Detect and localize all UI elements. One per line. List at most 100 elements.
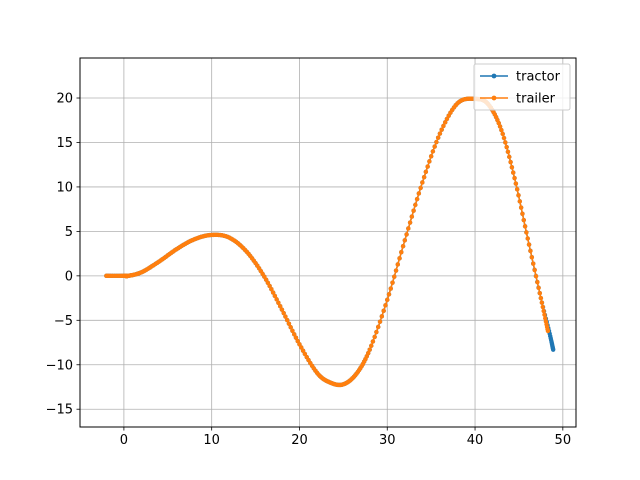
y-tick-label: −10 <box>46 358 73 373</box>
trailer-point <box>411 208 416 213</box>
trailer-point <box>540 304 545 310</box>
trailer-point <box>274 297 279 302</box>
grid <box>80 58 576 427</box>
legend-swatch-marker <box>491 95 497 101</box>
trailer-point <box>366 350 371 356</box>
trailer-point <box>532 267 537 273</box>
trailer-point <box>388 286 393 291</box>
trailer-point <box>501 135 507 141</box>
trailer-point <box>409 214 415 219</box>
trailer-point <box>499 127 504 133</box>
trailer-point <box>402 238 408 243</box>
trailer-point <box>290 328 295 333</box>
trailer-point <box>516 193 521 198</box>
trailer-point <box>397 256 402 261</box>
trailer-point <box>432 144 437 149</box>
trailer-point <box>520 211 525 216</box>
trailer-point <box>505 149 511 155</box>
trailer-point <box>286 321 292 326</box>
x-tick-label: 50 <box>555 433 572 448</box>
y-tick-label: 15 <box>56 136 73 151</box>
trailer-point <box>512 175 517 181</box>
trailer-point <box>531 261 536 266</box>
y-tick-label: −5 <box>54 314 73 329</box>
trailer-point <box>300 348 306 353</box>
trailer-point <box>395 262 400 267</box>
trailer-point <box>392 274 397 279</box>
trailer-point <box>517 199 523 204</box>
trailer-point <box>299 345 304 350</box>
legend-swatch-marker <box>491 73 497 79</box>
plot-frame <box>79 57 577 428</box>
trailer-point <box>399 250 404 255</box>
trailer-point <box>518 205 524 210</box>
trailer-point <box>437 131 443 136</box>
legend-entry-trailer: trailer <box>480 92 556 107</box>
y-tick-label: −15 <box>46 403 73 418</box>
trailer-point <box>377 319 383 324</box>
trailer-point <box>525 236 530 241</box>
trailer-point <box>279 307 285 312</box>
y-tick-label: 5 <box>65 225 73 240</box>
trailer-point <box>369 343 374 348</box>
trailer-point <box>425 164 430 169</box>
trailer-point <box>381 308 386 314</box>
y-tick-label: 20 <box>56 92 73 107</box>
trailer-point <box>539 300 545 305</box>
trailer-point <box>400 244 406 249</box>
trailer-point <box>277 304 283 309</box>
trailer-point <box>376 324 381 330</box>
trailer-point <box>385 297 390 303</box>
trailer-point <box>496 120 501 126</box>
trailer-point <box>421 174 427 180</box>
axis-ticks: 0 10 20 30 40 50 −15 −10 −5 0 5 10 15 20 <box>46 92 572 448</box>
trailer-point <box>503 140 508 145</box>
trailer-point <box>524 230 529 235</box>
trailer-point <box>292 332 297 337</box>
trailer-point <box>535 279 540 285</box>
trailer-point <box>367 347 372 352</box>
trailer-point <box>529 255 535 260</box>
trailer-point <box>439 127 444 132</box>
trailer-point <box>428 154 434 159</box>
trailer-point <box>441 123 446 129</box>
trailer-point <box>283 314 288 319</box>
trailer-point <box>413 202 418 208</box>
trailer-point <box>390 280 395 285</box>
trailer-point <box>372 334 377 340</box>
trailer-point <box>521 217 526 223</box>
x-tick-label: 40 <box>467 433 484 448</box>
x-tick-label: 10 <box>203 433 220 448</box>
trailer-point <box>513 181 519 186</box>
trailer-point <box>423 169 429 175</box>
legend-label: trailer <box>516 92 556 107</box>
trailer-point <box>393 268 399 273</box>
trailer-point <box>288 325 293 330</box>
trailer-point <box>537 291 543 296</box>
trailer-point <box>514 187 520 192</box>
trailer-point <box>509 165 515 170</box>
trailer-point <box>379 314 385 319</box>
trailer-point <box>418 185 423 191</box>
trailer-point <box>500 131 505 137</box>
trailer-point <box>511 170 516 175</box>
trailer-point <box>269 287 274 292</box>
trailer-point <box>374 329 379 335</box>
trailer-point <box>497 124 503 129</box>
trailer-point <box>272 293 278 299</box>
x-tick-label: 0 <box>120 433 128 448</box>
trailer-point <box>267 283 272 289</box>
trailer-point <box>420 180 425 185</box>
trailer-point <box>538 295 544 301</box>
x-tick-label: 20 <box>291 433 308 448</box>
trailer-point <box>293 335 299 340</box>
trailer-point <box>430 149 436 154</box>
trailer-point <box>504 144 509 150</box>
legend-entry-tractor: tractor <box>480 70 561 85</box>
trailer-point <box>533 274 539 279</box>
trailer-point <box>526 242 532 247</box>
trailer-point <box>276 300 281 306</box>
trailer-point <box>370 339 376 344</box>
y-tick-label: 0 <box>65 269 73 284</box>
